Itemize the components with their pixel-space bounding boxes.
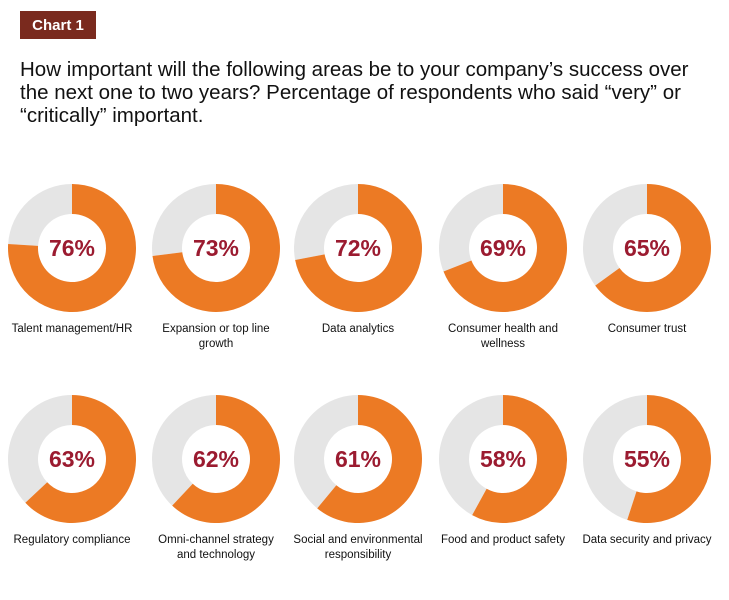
donut-remainder-slice — [8, 395, 72, 503]
donut-category-label: Expansion or top line growth — [162, 323, 270, 350]
donut-cell: 61% Social and environmental responsibili… — [285, 395, 431, 563]
donut-value-label: 61% — [335, 446, 381, 472]
donut-remainder-slice — [583, 184, 647, 286]
donut-chart: 65% — [583, 184, 711, 312]
donut-category-label: Food and product safety — [440, 534, 566, 546]
donut-value-label: 58% — [480, 446, 526, 472]
donut-remainder-slice — [583, 395, 647, 520]
donut-value-label: 69% — [480, 235, 526, 261]
donut-value-label: 72% — [335, 235, 381, 261]
donut-value-slice — [472, 395, 567, 523]
donut-cell: 73% Expansion or top line growth — [143, 184, 289, 352]
donut-category-label: Data security and privacy — [582, 534, 712, 546]
donut-value-slice — [627, 395, 711, 523]
donut-cell: 55% Data security and privacy — [574, 395, 720, 548]
donut-chart: 73% — [152, 184, 280, 312]
donut-cell: 72% Data analytics — [285, 184, 431, 337]
donut-value-slice — [295, 184, 422, 312]
donut-category-label: Omni-channel strategy and technology — [158, 534, 274, 561]
donut-cell: 76% Talent management/HR — [0, 184, 145, 337]
donut-chart: 63% — [8, 395, 136, 523]
donut-chart: 72% — [294, 184, 422, 312]
donut-value-label: 73% — [193, 235, 239, 261]
donut-cell: 62% Omni-channel strategy and technology — [143, 395, 289, 563]
donut-remainder-slice — [294, 395, 358, 509]
donut-cell: 65% Consumer trust — [574, 184, 720, 337]
donut-value-label: 55% — [624, 446, 670, 472]
donut-chart: 55% — [583, 395, 711, 523]
donut-cell: 69% Consumer health and wellness — [430, 184, 576, 352]
donut-value-slice — [172, 395, 280, 523]
donut-category-label: Consumer health and wellness — [448, 323, 558, 350]
donut-chart: 62% — [152, 395, 280, 523]
donut-remainder-slice — [152, 395, 216, 506]
chart-badge: Chart 1 — [20, 11, 96, 39]
donut-cell: 63% Regulatory compliance — [0, 395, 145, 548]
donut-remainder-slice — [294, 184, 358, 260]
donut-value-slice — [595, 184, 711, 312]
donut-value-label: 63% — [49, 446, 95, 472]
donut-chart: 69% — [439, 184, 567, 312]
donut-value-slice — [25, 395, 136, 523]
donut-chart: 58% — [439, 395, 567, 523]
chart-title: How important will the following areas b… — [20, 58, 689, 127]
donut-remainder-slice — [439, 395, 503, 516]
donut-category-label: Data analytics — [321, 323, 395, 335]
donut-chart: 76% — [8, 184, 136, 312]
donut-category-label: Consumer trust — [607, 323, 687, 335]
donut-remainder-slice — [152, 184, 216, 257]
donut-remainder-slice — [439, 184, 503, 272]
donut-value-slice — [152, 184, 280, 312]
donut-value-label: 62% — [193, 446, 239, 472]
donut-chart: 61% — [294, 395, 422, 523]
donut-value-label: 65% — [624, 235, 670, 261]
donut-cell: 58% Food and product safety — [430, 395, 576, 548]
donut-value-slice — [443, 184, 567, 312]
donut-category-label: Social and environmental responsibility — [293, 534, 423, 561]
donut-value-slice — [317, 395, 422, 523]
donut-value-label: 76% — [49, 235, 95, 261]
donut-category-label: Regulatory compliance — [13, 534, 131, 546]
donut-value-slice — [8, 184, 136, 312]
donut-category-label: Talent management/HR — [11, 323, 133, 335]
donut-remainder-slice — [8, 184, 72, 246]
